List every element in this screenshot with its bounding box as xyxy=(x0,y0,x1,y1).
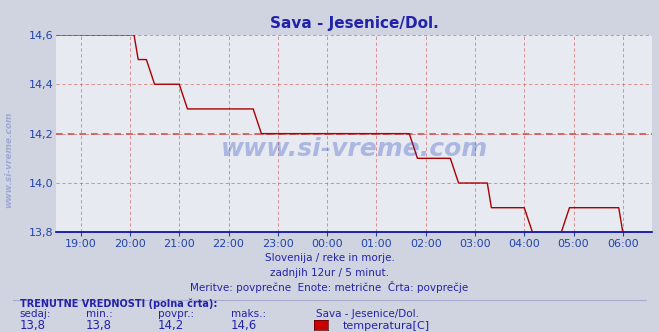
Text: TRENUTNE VREDNOSTI (polna črta):: TRENUTNE VREDNOSTI (polna črta): xyxy=(20,298,217,309)
Text: Meritve: povprečne  Enote: metrične  Črta: povprečje: Meritve: povprečne Enote: metrične Črta:… xyxy=(190,282,469,293)
Text: Sava - Jesenice/Dol.: Sava - Jesenice/Dol. xyxy=(316,309,419,319)
Text: povpr.:: povpr.: xyxy=(158,309,194,319)
Title: Sava - Jesenice/Dol.: Sava - Jesenice/Dol. xyxy=(270,16,439,31)
Text: www.si-vreme.com: www.si-vreme.com xyxy=(4,111,13,208)
Text: 13,8: 13,8 xyxy=(86,319,111,332)
Text: zadnjih 12ur / 5 minut.: zadnjih 12ur / 5 minut. xyxy=(270,268,389,278)
Text: maks.:: maks.: xyxy=(231,309,266,319)
Text: sedaj:: sedaj: xyxy=(20,309,51,319)
Text: temperatura[C]: temperatura[C] xyxy=(343,321,430,331)
Text: 13,8: 13,8 xyxy=(20,319,45,332)
Text: www.si-vreme.com: www.si-vreme.com xyxy=(221,137,488,161)
Text: min.:: min.: xyxy=(86,309,113,319)
Text: 14,2: 14,2 xyxy=(158,319,185,332)
Text: Slovenija / reke in morje.: Slovenija / reke in morje. xyxy=(264,253,395,263)
Text: 14,6: 14,6 xyxy=(231,319,257,332)
